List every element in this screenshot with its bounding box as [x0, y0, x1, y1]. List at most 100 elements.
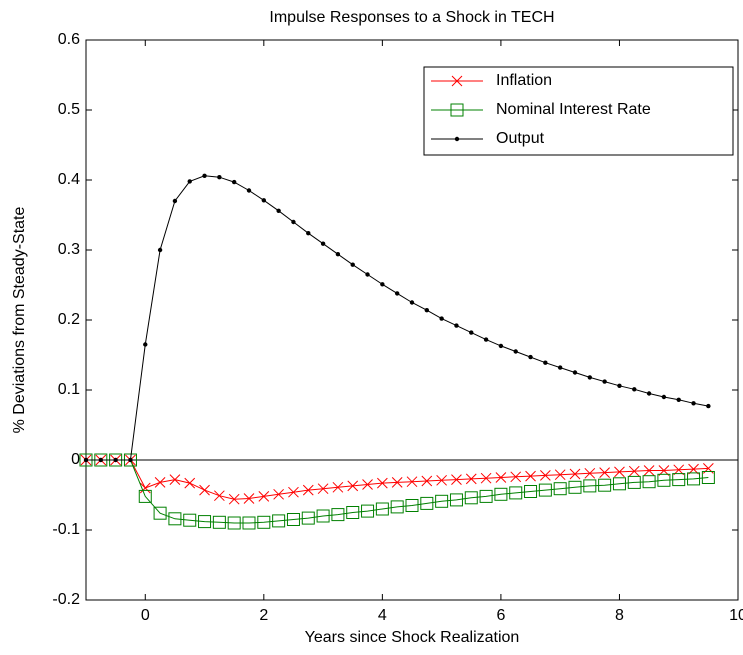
point [706, 403, 711, 409]
point [424, 308, 430, 313]
legend-box [423, 66, 734, 156]
point [528, 354, 533, 360]
point [614, 466, 625, 478]
point [569, 468, 581, 480]
point [172, 198, 178, 204]
point [439, 316, 444, 321]
point [258, 491, 270, 502]
y-tick-label: 0.6 [58, 31, 80, 48]
point [316, 509, 330, 523]
y-tick-label: 0.1 [58, 381, 80, 398]
y-tick-label: 0 [71, 451, 80, 468]
legend-marker [451, 75, 463, 87]
point [187, 179, 192, 184]
point [513, 349, 518, 354]
point [83, 457, 89, 463]
point [525, 470, 536, 482]
y-tick-label: -0.2 [52, 591, 80, 608]
series-line [86, 459, 709, 524]
point [261, 198, 267, 203]
point [498, 343, 504, 349]
point [421, 475, 433, 487]
y-tick-label: 0.3 [58, 241, 80, 258]
point [409, 300, 415, 305]
point [113, 457, 118, 463]
point [509, 486, 523, 500]
point [272, 514, 286, 528]
point [362, 479, 373, 490]
legend-label: Inflation [496, 72, 552, 89]
y-tick-label: 0.4 [58, 171, 80, 188]
point [628, 465, 640, 477]
point [246, 188, 252, 193]
point [524, 485, 538, 498]
x-tick-label: 8 [615, 607, 624, 624]
point [375, 502, 389, 516]
point [449, 493, 463, 507]
point [332, 481, 344, 493]
point [231, 179, 237, 185]
point [320, 241, 326, 246]
y-axis-label: % Deviations from Steady-State [11, 207, 28, 434]
point [184, 477, 196, 489]
point [657, 473, 671, 487]
point [242, 516, 256, 530]
point [394, 291, 400, 296]
point [602, 379, 607, 384]
point [212, 515, 226, 529]
point [157, 247, 163, 253]
point [465, 473, 477, 485]
point [687, 472, 701, 486]
point [183, 513, 197, 527]
point [153, 506, 167, 520]
y-tick-label: 0.5 [58, 101, 80, 118]
point [198, 515, 212, 529]
point [128, 457, 133, 463]
point [331, 508, 345, 522]
point [302, 484, 314, 496]
point [199, 484, 210, 496]
point [391, 477, 403, 488]
point [228, 493, 240, 505]
point [543, 360, 548, 365]
point [273, 488, 284, 500]
point [291, 219, 296, 225]
point [98, 457, 104, 463]
point [617, 383, 622, 388]
point [672, 473, 686, 487]
x-axis-label: Years since Shock Realization [305, 629, 520, 646]
y-tick-label: 0.2 [58, 311, 80, 328]
point [480, 472, 492, 484]
point [288, 486, 299, 498]
point [479, 489, 493, 503]
point [257, 515, 271, 529]
y-tick-label: -0.1 [52, 521, 80, 538]
point [350, 262, 355, 267]
point [202, 173, 207, 178]
point [587, 375, 593, 380]
point [286, 513, 300, 526]
point [435, 494, 449, 508]
point [494, 487, 508, 501]
legend-label: Nominal Interest Rate [496, 101, 651, 118]
point [572, 370, 578, 375]
point [612, 477, 626, 491]
point [661, 394, 667, 400]
point [169, 474, 181, 485]
point [483, 337, 489, 342]
point [646, 391, 652, 396]
point [243, 493, 255, 504]
point [454, 323, 459, 328]
point [217, 175, 222, 180]
point [139, 482, 151, 494]
point [568, 480, 582, 494]
point [627, 475, 641, 489]
point [632, 387, 637, 392]
point [168, 512, 182, 526]
point [584, 467, 596, 479]
point [214, 490, 225, 502]
point [598, 478, 612, 492]
point [317, 483, 329, 495]
point [436, 474, 447, 486]
